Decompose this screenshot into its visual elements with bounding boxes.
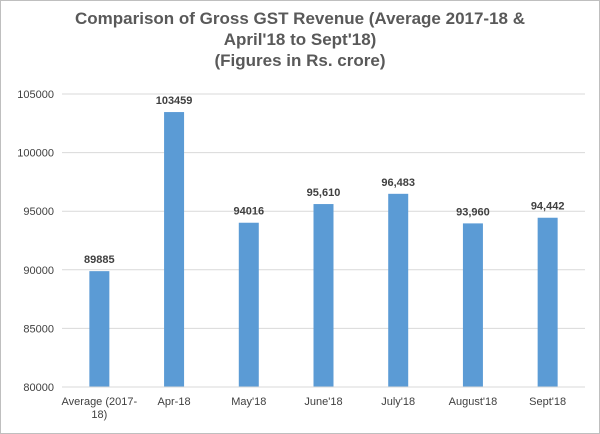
x-tick-label: August'18 [449,396,498,408]
data-label: 95,610 [307,187,341,199]
data-label: 103459 [156,95,193,107]
bar [462,223,483,387]
data-label: 93,960 [456,206,490,218]
bar [388,193,409,387]
y-tick-label: 85000 [23,323,54,335]
bar [164,112,185,387]
y-tick-label: 95000 [23,206,54,218]
y-tick-label: 90000 [23,265,54,277]
data-label: 94016 [233,206,264,218]
y-tick-label: 105000 [17,89,54,101]
y-tick-label: 80000 [23,382,54,394]
chart-title-line-2: April'18 to Sept'18) [223,30,377,49]
x-tick-label: Apr-18 [158,396,191,408]
x-tick-label: June'18 [304,396,342,408]
bar [313,204,334,387]
x-tick-label: 18) [91,409,107,421]
y-tick-label: 100000 [17,148,54,160]
chart-title-line-1: Comparison of Gross GST Revenue (Average… [74,9,526,28]
chart-title: Comparison of Gross GST Revenue (Average… [0,8,600,71]
x-tick-label: Average (2017- [62,396,138,408]
x-tick-label: July'18 [381,396,415,408]
bar [89,271,110,387]
x-tick-label: Sept'18 [529,396,566,408]
data-label: 94,442 [531,201,565,213]
data-label: 96,483 [381,177,415,189]
bar [238,222,259,387]
chart-title-line-3: (Figures in Rs. crore) [214,51,386,70]
data-label: 89885 [84,254,115,266]
x-tick-label: May'18 [231,396,266,408]
bar [537,217,558,387]
